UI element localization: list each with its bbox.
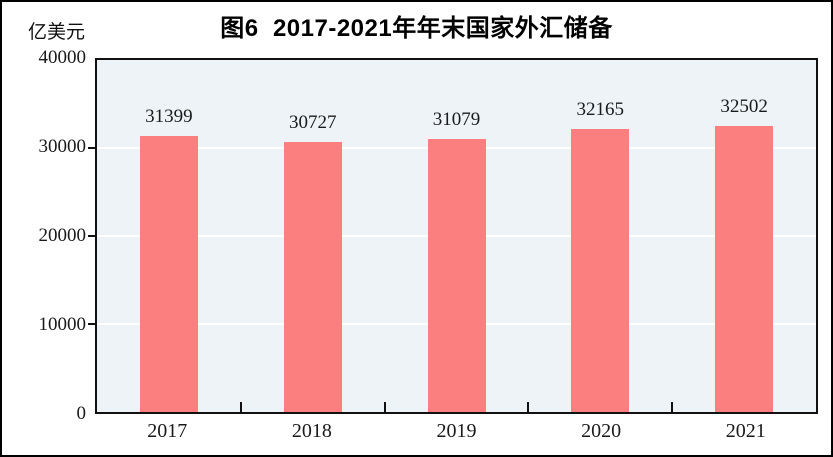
y-tick-mark-10000 (88, 323, 95, 325)
y-tick-label-30000: 30000 (38, 136, 87, 157)
y-tick-label-20000: 20000 (38, 225, 87, 246)
x-tick-mark-2 (383, 402, 386, 412)
x-axis-label-2019: 2019 (436, 420, 477, 442)
x-tick-mark-1 (239, 402, 242, 412)
plot-area: 31399 30727 31079 32165 32502 (88, 58, 818, 414)
x-axis-label-2021: 2021 (725, 420, 766, 442)
y-tick-mark-30000 (88, 147, 95, 149)
chart-title: 图6 2017-2021年年末国家外汇储备 (220, 15, 613, 42)
x-axis-label-2018: 2018 (291, 420, 332, 442)
bar-2019 (427, 138, 486, 412)
value-label-2020: 32165 (576, 98, 625, 120)
x-tick-mark-3 (527, 402, 530, 412)
value-label-2017: 31399 (145, 105, 193, 127)
y-axis-unit-label: 亿美元 (28, 22, 86, 43)
value-label-2018: 30727 (288, 111, 337, 133)
y-tick-label-0: 0 (76, 403, 87, 424)
y-tick-label-10000: 10000 (38, 314, 87, 335)
bar-2020 (571, 128, 630, 412)
bar-2017 (139, 135, 198, 412)
x-tick-mark-4 (671, 402, 674, 412)
bar-2018 (283, 141, 342, 412)
value-label-2021: 32502 (720, 95, 768, 117)
bar-2021 (715, 125, 774, 412)
x-axis-label-2020: 2020 (581, 420, 622, 442)
y-tick-label-40000: 40000 (38, 47, 87, 68)
value-label-2019: 31079 (432, 108, 481, 130)
y-tick-mark-20000 (88, 235, 95, 237)
x-axis-label-2017: 2017 (147, 420, 188, 442)
